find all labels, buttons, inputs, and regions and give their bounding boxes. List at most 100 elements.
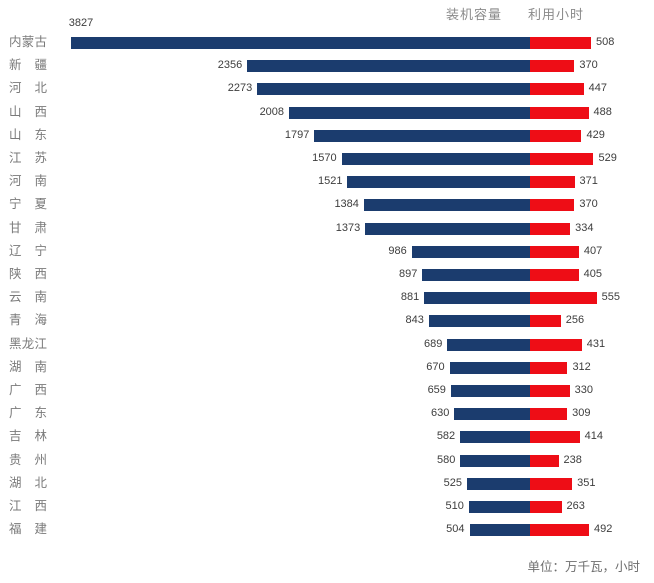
hours-value-label: 312: [572, 360, 591, 373]
capacity-bar: [314, 129, 530, 142]
capacity-bar: [347, 176, 530, 189]
category-char: 甘: [9, 220, 22, 235]
category-char: 新: [9, 58, 22, 73]
hours-bar: [530, 477, 573, 490]
category-label: 河南: [9, 174, 47, 189]
capacity-value-label: 504: [446, 523, 465, 536]
hours-value-label: 488: [593, 105, 612, 118]
capacity-value-label: 3827: [68, 17, 94, 29]
category-label: 福建: [9, 522, 47, 537]
category-char: 山: [9, 127, 22, 142]
capacity-value-label: 897: [399, 268, 418, 280]
category-label: 江西: [9, 499, 47, 514]
capacity-value-label: 1384: [334, 198, 359, 211]
category-char: 疆: [34, 58, 47, 73]
category-label: 辽宁: [9, 244, 47, 259]
capacity-value-label: 2356: [217, 59, 243, 72]
capacity-bar: [447, 338, 530, 351]
category-char: 东: [34, 127, 47, 142]
category-char: 南: [34, 174, 47, 189]
capacity-value-label: 1570: [312, 152, 337, 164]
capacity-value-label: 580: [437, 453, 456, 466]
hours-value-label: 508: [595, 36, 615, 48]
category-char: 河: [9, 174, 22, 189]
hours-bar: [530, 501, 562, 513]
category-char: 宁: [9, 197, 22, 212]
hours-bar: [530, 222, 571, 235]
hours-bar: [530, 524, 590, 537]
category-label: 甘肃: [9, 221, 47, 236]
hours-bar: [530, 153, 594, 165]
category-label: 贵州: [9, 453, 47, 468]
capacity-bar: [450, 385, 530, 397]
category-char: 龙: [21, 336, 35, 351]
category-char: 河: [9, 81, 22, 96]
capacity-value-label: 881: [400, 291, 420, 304]
capacity-value-label: 630: [431, 407, 450, 420]
hours-value-label: 414: [584, 430, 604, 443]
hours-bar: [530, 83, 584, 96]
hours-bar: [530, 454, 559, 467]
hours-bar: [530, 245, 579, 258]
category-label: 新疆: [9, 58, 47, 73]
hours-bar: [530, 292, 597, 305]
category-char: 古: [34, 35, 47, 49]
category-label: 河北: [9, 81, 47, 96]
hours-bar: [530, 129, 582, 142]
hours-bar: [530, 199, 575, 212]
unit-note: 单位：万千瓦，小时: [527, 560, 640, 574]
category-label: 湖北: [9, 476, 47, 491]
capacity-bar: [424, 292, 530, 305]
category-char: 贵: [9, 452, 22, 467]
category-label: 湖南: [9, 360, 47, 375]
hours-bar: [530, 106, 589, 119]
hours-value-label: 407: [583, 244, 603, 257]
category-char: 江: [34, 336, 47, 351]
hours-value-label: 371: [579, 175, 598, 188]
category-char: 建: [34, 522, 47, 537]
category-label: 云南: [9, 290, 47, 305]
hours-bar: [530, 431, 580, 444]
category-char: 西: [34, 383, 47, 397]
category-char: 湖: [9, 475, 22, 490]
hours-bar: [530, 361, 568, 374]
category-label: 广东: [9, 406, 47, 421]
capacity-value-label: 1521: [318, 175, 343, 188]
hours-value-label: 529: [598, 152, 617, 164]
category-label: 山西: [9, 105, 47, 120]
category-label: 江苏: [9, 151, 47, 166]
hours-value-label: 330: [574, 384, 593, 396]
hours-value-label: 256: [565, 314, 585, 327]
capacity-bar: [411, 245, 530, 258]
capacity-value-label: 582: [436, 430, 456, 443]
category-char: 广: [9, 383, 22, 397]
category-char: 黑: [9, 336, 22, 351]
hours-bar: [530, 37, 591, 49]
category-label: 山东: [9, 128, 47, 143]
capacity-value-label: 659: [427, 384, 446, 396]
hours-value-label: 429: [586, 128, 605, 141]
hours-value-label: 334: [575, 221, 594, 234]
capacity-bar: [467, 477, 530, 490]
hours-value-label: 351: [577, 476, 596, 489]
capacity-bar: [257, 83, 530, 96]
capacity-value-label: 1373: [335, 221, 361, 234]
category-label: 黑龙江: [9, 337, 47, 352]
hours-value-label: 492: [594, 523, 613, 536]
capacity-bar: [341, 153, 530, 165]
category-char: 北: [34, 475, 47, 490]
hours-bar: [530, 385, 570, 397]
legend-capacity-label: 装机容量: [446, 7, 503, 22]
category-label: 青海: [9, 313, 47, 328]
hours-bar: [530, 176, 575, 189]
category-char: 西: [34, 499, 47, 513]
category-char: 夏: [34, 197, 47, 212]
category-char: 青: [9, 313, 22, 328]
category-char: 广: [9, 406, 22, 421]
hours-value-label: 370: [579, 59, 598, 72]
capacity-bar: [469, 524, 530, 537]
category-char: 宁: [34, 243, 47, 258]
hours-bar: [530, 60, 575, 73]
hours-bar: [530, 408, 568, 421]
